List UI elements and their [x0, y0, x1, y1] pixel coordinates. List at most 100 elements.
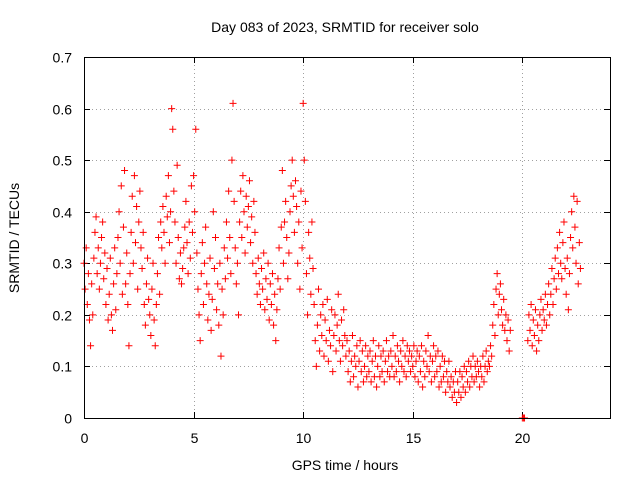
data-point	[552, 285, 560, 293]
data-point	[569, 244, 577, 252]
data-point	[494, 311, 502, 319]
data-point	[425, 368, 433, 376]
data-point	[82, 244, 90, 252]
data-point	[219, 311, 227, 319]
x-tick-label: 15	[406, 430, 422, 446]
data-point	[542, 321, 550, 329]
data-point	[210, 264, 218, 272]
data-point	[107, 311, 115, 319]
x-tick-label: 20	[515, 430, 531, 446]
data-point	[235, 311, 243, 319]
data-point	[229, 99, 237, 107]
data-point	[93, 270, 101, 278]
data-point	[343, 337, 351, 345]
data-point	[151, 342, 159, 350]
data-point	[300, 156, 308, 164]
data-point	[198, 239, 206, 247]
data-point	[335, 337, 343, 345]
data-point	[414, 378, 422, 386]
data-point	[157, 218, 165, 226]
data-point	[327, 342, 335, 350]
data-point	[393, 342, 401, 350]
data-point	[400, 368, 408, 376]
data-point	[137, 244, 145, 252]
data-point	[190, 172, 198, 180]
data-point	[331, 311, 339, 319]
data-point	[323, 295, 331, 303]
data-point	[409, 362, 417, 370]
data-point	[147, 331, 155, 339]
data-point	[90, 254, 98, 262]
data-point	[92, 213, 100, 221]
data-point	[295, 218, 303, 226]
data-point	[482, 347, 490, 355]
data-point	[288, 156, 296, 164]
data-point	[364, 352, 372, 360]
data-point	[473, 357, 481, 365]
data-point	[205, 290, 213, 298]
data-point	[152, 301, 160, 309]
data-point	[181, 223, 189, 231]
data-point	[329, 368, 337, 376]
data-point	[100, 275, 108, 283]
data-point	[351, 352, 359, 360]
data-point	[317, 311, 325, 319]
data-point	[129, 259, 137, 267]
data-point	[311, 337, 319, 345]
data-point	[435, 383, 443, 391]
data-point	[119, 223, 127, 231]
data-point	[320, 352, 328, 360]
y-tick-label: 0.4	[53, 205, 73, 221]
data-point	[103, 264, 111, 272]
data-point	[403, 342, 411, 350]
data-point	[562, 290, 570, 298]
data-point	[216, 259, 224, 267]
data-point	[116, 259, 124, 267]
data-point	[500, 295, 508, 303]
data-point	[395, 357, 403, 365]
data-point	[233, 259, 241, 267]
y-tick-label: 0.1	[53, 359, 73, 375]
data-point	[258, 264, 266, 272]
data-point	[459, 383, 467, 391]
data-point	[206, 254, 214, 262]
data-point	[572, 259, 580, 267]
data-point	[217, 352, 225, 360]
data-point	[491, 331, 499, 339]
data-point	[228, 156, 236, 164]
data-point	[567, 234, 575, 241]
data-point	[207, 326, 215, 334]
data-point	[195, 311, 203, 319]
data-point	[485, 362, 493, 370]
x-tick-label: 10	[296, 430, 312, 446]
data-point	[144, 254, 152, 262]
data-point	[115, 208, 123, 216]
data-point	[122, 280, 130, 288]
data-point	[401, 352, 409, 360]
data-point	[148, 285, 156, 293]
data-point	[113, 270, 121, 278]
axis-ticks: 0 0.1 0.2 0.3 0.4 0.5 0.6 0.7 0 5 10 15 20	[53, 50, 610, 446]
data-point	[289, 192, 297, 200]
data-point	[99, 218, 107, 226]
data-point	[504, 316, 512, 324]
data-point	[561, 264, 569, 272]
data-point	[165, 239, 173, 247]
data-point	[91, 228, 99, 236]
data-point	[399, 337, 407, 345]
data-point	[359, 378, 367, 386]
data-point	[319, 301, 327, 309]
data-point	[330, 331, 338, 339]
data-point	[130, 172, 138, 180]
data-point	[533, 347, 541, 355]
data-point	[146, 311, 154, 319]
data-point	[458, 373, 466, 381]
data-point	[348, 331, 356, 339]
data-point	[142, 280, 150, 288]
data-point	[318, 331, 326, 339]
data-point	[526, 326, 534, 334]
data-point	[174, 234, 182, 241]
data-point	[184, 270, 192, 278]
data-point	[105, 290, 113, 298]
